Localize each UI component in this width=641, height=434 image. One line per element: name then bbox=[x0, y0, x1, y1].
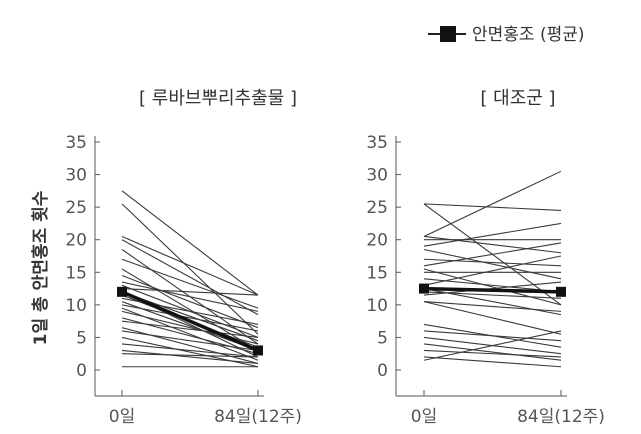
left-subject-line bbox=[121, 310, 259, 345]
left-subject-line bbox=[121, 258, 259, 309]
right-subject-line bbox=[423, 330, 562, 342]
left-subject-line bbox=[121, 353, 259, 358]
right-subject-line bbox=[423, 242, 562, 267]
right-subject-line bbox=[423, 203, 562, 211]
right-subject-line bbox=[423, 356, 562, 368]
right-x-tick-label: 0일 bbox=[411, 407, 437, 427]
right-subject-line bbox=[423, 330, 562, 361]
left-subject-line bbox=[121, 281, 259, 312]
right-subject-line bbox=[423, 235, 562, 254]
left-subject-line bbox=[121, 330, 259, 352]
left-mean-marker bbox=[117, 286, 127, 297]
right-subject-line bbox=[423, 255, 562, 286]
left-panel-plot: 0 5 10 15 20 25 30 35 0일 84일(12주) bbox=[65, 133, 302, 427]
right-panel-plot: 0 5 10 15 20 25 30 35 0일 84일(12주) bbox=[366, 133, 605, 427]
right-y-tick-label: 15 bbox=[366, 263, 388, 283]
right-y-tick-label: 10 bbox=[366, 296, 388, 316]
right-mean-marker bbox=[556, 286, 566, 297]
y-axis-label: 1일 총 안면홍조 횟수 bbox=[30, 190, 51, 345]
left-subject-line bbox=[121, 235, 259, 296]
right-panel-title: [ 대조군 ] bbox=[480, 88, 555, 109]
right-mean-line bbox=[423, 286, 562, 294]
right-subject-line bbox=[423, 258, 562, 267]
right-subject-line bbox=[423, 301, 562, 312]
right-mean-marker bbox=[419, 283, 429, 294]
right-x-tick-label: 84일(12주) bbox=[517, 407, 605, 427]
left-y-tick-label: 0 bbox=[76, 361, 87, 381]
left-subject-line bbox=[121, 320, 259, 338]
left-x-tick-label: 84일(12주) bbox=[214, 407, 302, 427]
left-y-tick-label: 25 bbox=[65, 198, 87, 218]
left-subject-line bbox=[121, 343, 259, 358]
left-y-tick-label: 5 bbox=[76, 328, 87, 348]
left-subject-line bbox=[121, 304, 259, 332]
right-subject-line bbox=[423, 349, 562, 358]
right-subject-line bbox=[423, 222, 562, 247]
legend-label: 안면홍조 (평균) bbox=[472, 25, 585, 45]
legend: 안면홍조 (평균) bbox=[428, 25, 585, 45]
left-subject-line bbox=[121, 190, 259, 296]
right-subject-line bbox=[423, 301, 562, 335]
left-subject-line bbox=[121, 349, 259, 365]
right-subject-line bbox=[423, 248, 562, 280]
right-subject-line bbox=[423, 343, 562, 361]
left-panel-title: [ 루바브뿌리추출물 ] bbox=[139, 88, 297, 109]
left-y-tick-label: 35 bbox=[65, 133, 87, 153]
left-x-tick-label: 0일 bbox=[109, 407, 135, 427]
right-subject-line bbox=[423, 170, 562, 237]
left-subject-line bbox=[121, 268, 259, 351]
right-y-tick-label: 20 bbox=[366, 231, 388, 251]
left-y-tick-label: 10 bbox=[65, 296, 87, 316]
left-subject-line bbox=[121, 203, 259, 335]
left-y-tick-label: 30 bbox=[65, 166, 87, 186]
left-subject-line bbox=[121, 288, 259, 296]
right-y-tick-label: 5 bbox=[377, 328, 388, 348]
right-y-tick-label: 30 bbox=[366, 166, 388, 186]
left-mean-marker bbox=[253, 345, 263, 356]
left-mean-line bbox=[121, 290, 259, 353]
right-y-tick-label: 0 bbox=[377, 361, 388, 381]
left-y-tick-label: 15 bbox=[65, 263, 87, 283]
left-subject-line bbox=[121, 239, 259, 316]
right-subject-line bbox=[423, 268, 562, 306]
left-subject-line bbox=[121, 275, 259, 329]
left-y-tick-label: 20 bbox=[65, 231, 87, 251]
right-y-tick-label: 35 bbox=[366, 133, 388, 153]
legend-square-marker bbox=[440, 26, 456, 42]
right-y-tick-label: 25 bbox=[366, 198, 388, 218]
